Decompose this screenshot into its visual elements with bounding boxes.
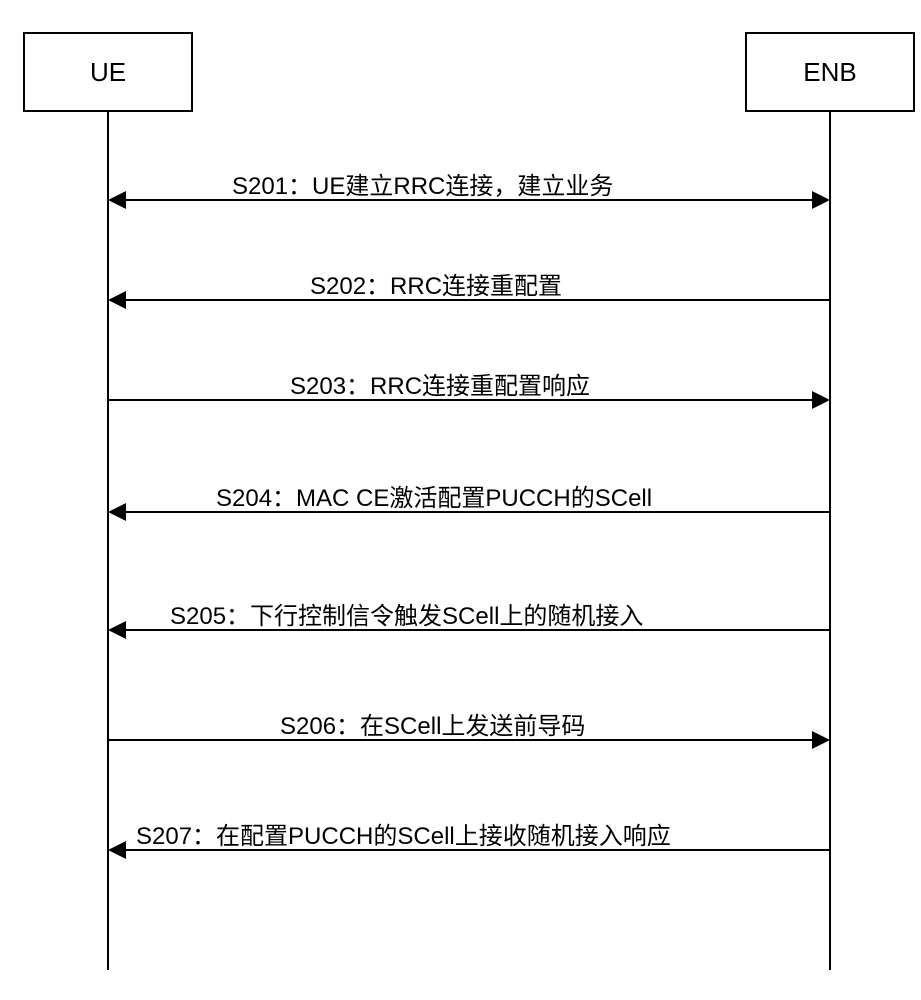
message-label: S202：RRC连接重配置 (310, 266, 562, 301)
message-label: S205：下行控制信令触发SCell上的随机接入 (170, 596, 643, 631)
actor-ue-label: UE (90, 57, 126, 88)
actor-enb-label: ENB (803, 57, 856, 88)
arrow-head-right (812, 391, 830, 409)
arrow-head-right (812, 191, 830, 209)
message-label: S204：MAC CE激活配置PUCCH的SCell (216, 478, 652, 513)
arrow-head-left (108, 621, 126, 639)
lifeline-enb (829, 112, 831, 970)
message-label: S207：在配置PUCCH的SCell上接收随机接入响应 (136, 816, 671, 851)
message-label: S203：RRC连接重配置响应 (290, 366, 590, 401)
message-label: S201：UE建立RRC连接，建立业务 (232, 166, 613, 201)
arrow-head-left (108, 191, 126, 209)
actor-enb: ENB (745, 32, 915, 112)
arrow-head-left (108, 291, 126, 309)
actor-ue: UE (23, 32, 193, 112)
arrow-head-left (108, 841, 126, 859)
sequence-diagram: UE ENB S201：UE建立RRC连接，建立业务 S202：RRC连接重配置 S20… (0, 0, 921, 1000)
message-label: S206：在SCell上发送前导码 (280, 706, 585, 741)
arrow-head-right (812, 731, 830, 749)
arrow-head-left (108, 503, 126, 521)
